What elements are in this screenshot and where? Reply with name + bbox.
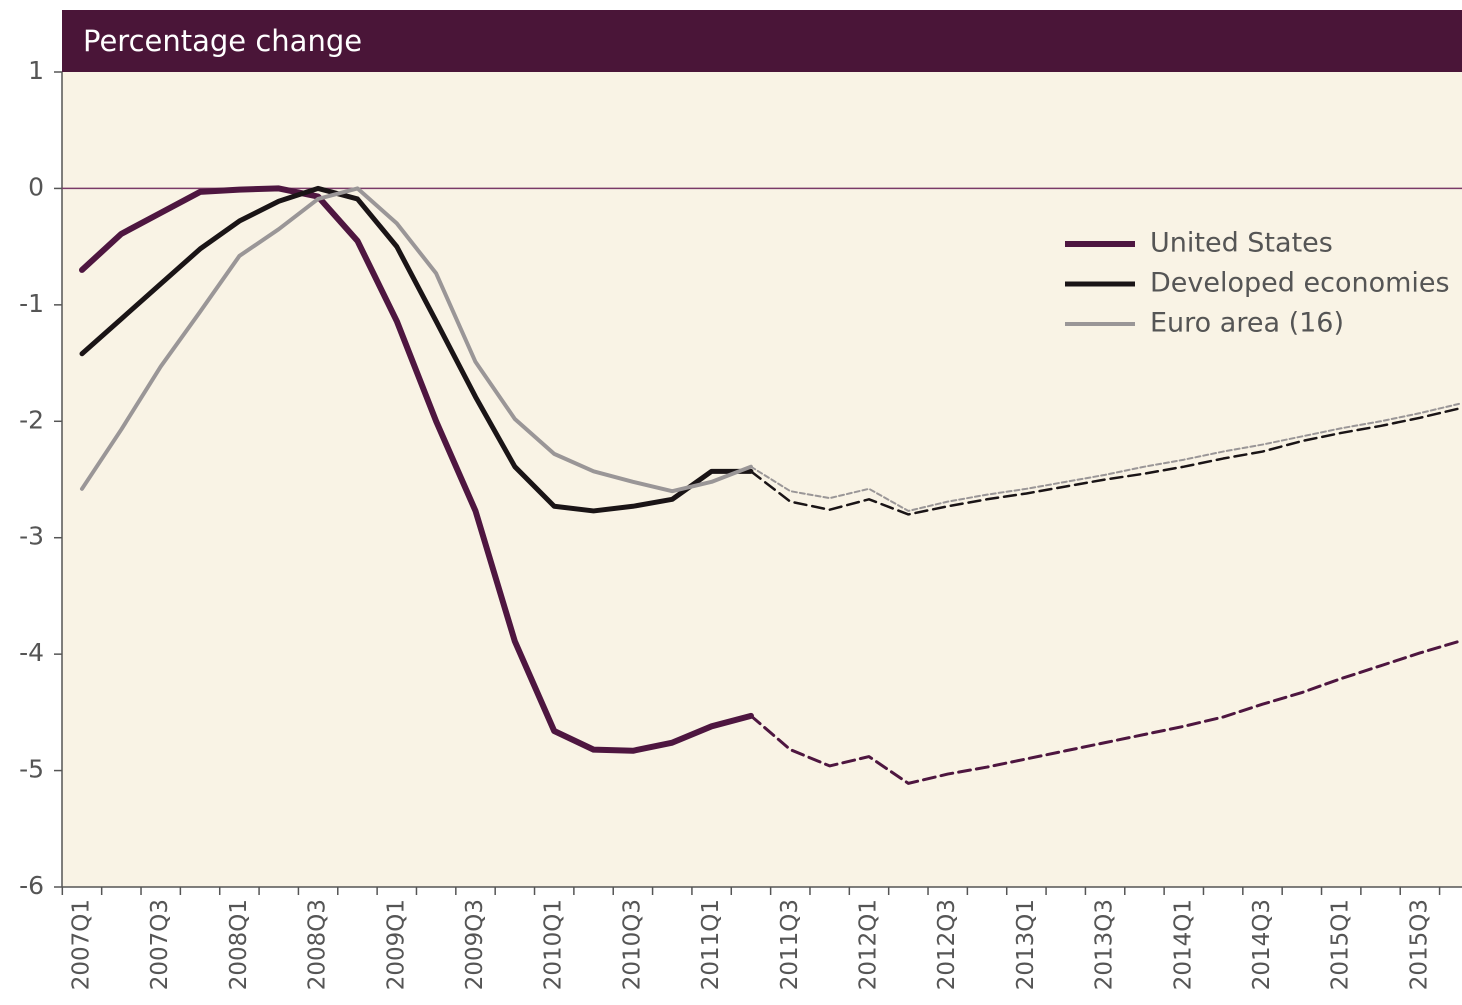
x-tick-label: 2013Q3 xyxy=(1092,899,1118,990)
x-tick-label: 2015Q1 xyxy=(1328,899,1354,990)
x-tick-label: 2014Q3 xyxy=(1249,899,1275,990)
header-bar xyxy=(62,10,1462,72)
x-tick-label: 2010Q3 xyxy=(619,899,645,990)
series-line xyxy=(79,185,754,754)
x-tick-label: 2011Q3 xyxy=(777,899,803,990)
y-tick-label: -1 xyxy=(19,289,44,318)
y-tick-label: -3 xyxy=(19,522,44,551)
y-tick-label: -4 xyxy=(19,638,44,667)
x-tick-label: 2008Q1 xyxy=(226,899,252,990)
x-tick-label: 2007Q1 xyxy=(69,899,95,990)
x-tick-label: 2009Q3 xyxy=(462,899,488,990)
legend-label: Developed economies xyxy=(1150,268,1450,299)
x-tick-label: 2011Q1 xyxy=(698,899,724,990)
series-line xyxy=(80,186,753,494)
plot-background xyxy=(62,72,1462,887)
y-tick-label: -6 xyxy=(19,871,44,900)
y-tick-label: -2 xyxy=(19,405,44,434)
y-tick-label: 1 xyxy=(28,56,44,85)
y-tick-label: -5 xyxy=(19,755,44,784)
x-tick-label: 2012Q3 xyxy=(934,899,960,990)
projection-line xyxy=(749,639,1461,785)
chart-title: Percentage change xyxy=(83,24,362,58)
x-tick-label: 2015Q3 xyxy=(1406,899,1432,990)
projection-line xyxy=(749,402,1461,512)
legend-label: Euro area (16) xyxy=(1150,308,1344,339)
projection-line xyxy=(749,407,1461,516)
series-line xyxy=(79,185,754,514)
x-tick-label: 2010Q1 xyxy=(541,899,567,990)
x-tick-label: 2008Q3 xyxy=(305,899,331,990)
x-tick-label: 2014Q1 xyxy=(1170,899,1196,990)
x-tick-label: 2009Q1 xyxy=(383,899,409,990)
legend-label: United States xyxy=(1150,228,1333,259)
x-tick-label: 2013Q1 xyxy=(1013,899,1039,990)
x-tick-label: 2007Q3 xyxy=(147,899,173,990)
y-tick-label: 0 xyxy=(28,172,44,201)
x-tick-label: 2012Q1 xyxy=(856,899,882,990)
